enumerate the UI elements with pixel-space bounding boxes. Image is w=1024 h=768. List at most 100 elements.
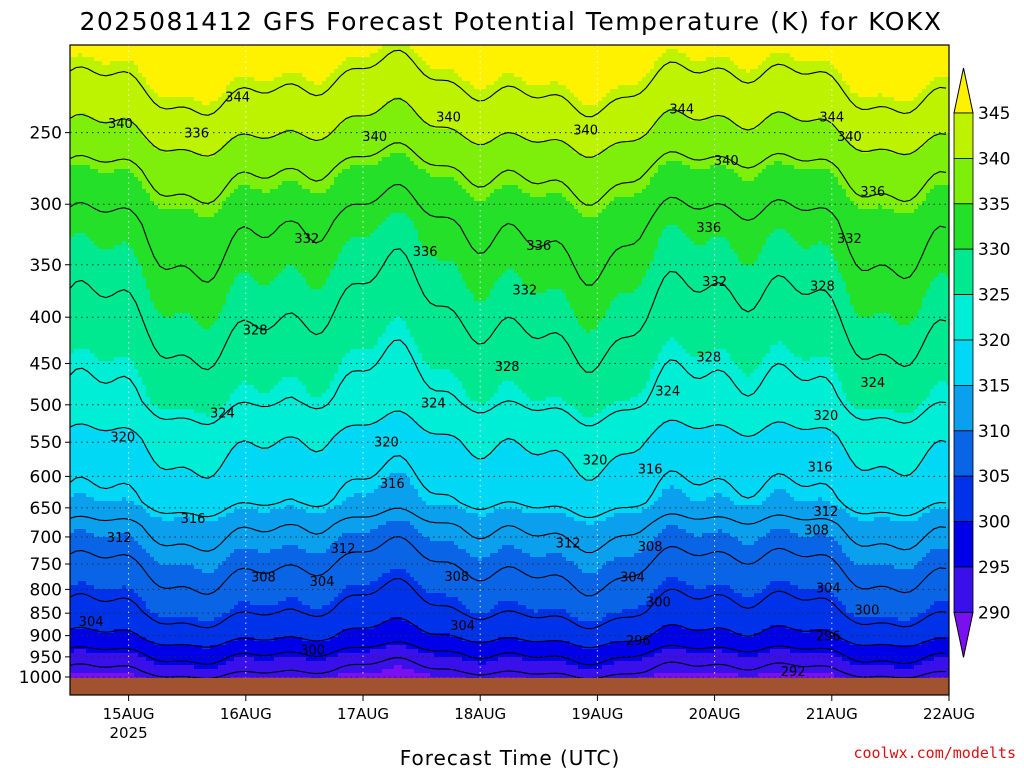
x-axis-label: Forecast Time (UTC) (400, 746, 621, 768)
contour-label: 312 (331, 542, 356, 557)
contour-label: 316 (808, 460, 833, 475)
isentrope-line (70, 248, 947, 373)
colorbar-label: 325 (978, 286, 1010, 306)
isentrope-line (70, 455, 947, 518)
contour-label: 332 (294, 232, 319, 247)
colorbar-label: 335 (978, 195, 1010, 215)
contour-label: 300 (646, 595, 671, 610)
contour-label: 336 (413, 245, 438, 260)
contour-label: 344 (225, 90, 250, 105)
contour-label: 320 (814, 409, 839, 424)
contour-label: 316 (638, 462, 663, 477)
colorbar-label: 340 (978, 149, 1010, 169)
credit-link[interactable]: coolwx.com/modelts (853, 744, 1016, 762)
isentrope-contours (70, 49, 947, 680)
colorbar: 345 340 335 330 325 320 315 310 305 300 295 290 (953, 67, 1010, 658)
y-tick-label: 700 (30, 528, 62, 548)
contour-label: 332 (512, 284, 537, 299)
y-tick-label: 950 (30, 648, 62, 668)
isentrope-line (70, 410, 947, 481)
isentrope-line (70, 339, 947, 427)
contour-label: 340 (837, 130, 862, 145)
contour-label: 324 (210, 407, 235, 422)
x-tick-label: 22AUG (923, 705, 975, 723)
colorbar-label: 315 (978, 376, 1010, 396)
y-tick-label: 600 (30, 467, 62, 487)
colorbar-label: 300 (978, 513, 1010, 533)
colorbar-swatch (953, 521, 974, 568)
colorbar-swatch (953, 430, 974, 477)
colorbar-label: 345 (978, 104, 1010, 124)
colorbar-swatch (953, 294, 974, 341)
colorbar-swatch (953, 339, 974, 386)
colorbar-label: 295 (978, 558, 1010, 578)
colorbar-swatch (953, 248, 974, 295)
contour-label: 304 (816, 581, 841, 596)
contour-label: 340 (436, 111, 461, 126)
colorbar-swatch (953, 203, 974, 250)
colorbar-top-arrow (953, 67, 974, 114)
contour-label-group: 344 344 344 340 340 340 340 340 340 336 336 336 336 3… (79, 90, 886, 680)
x-tick-label: 21AUG (806, 705, 858, 723)
contour-label: 336 (696, 221, 721, 236)
contour-label: 336 (526, 239, 551, 254)
contour-label: 324 (421, 396, 446, 411)
theta-color-field (70, 45, 949, 680)
ground-strip (70, 678, 949, 695)
colorbar-swatch (953, 566, 974, 613)
pressure-axis: 250 300 350 400 450 500 550 600 650 700 750 800 850 9… (19, 124, 70, 688)
contour-label: 328 (243, 324, 268, 339)
isentrope-line (70, 641, 947, 666)
contour-label: 340 (714, 154, 739, 169)
colorbar-label: 330 (978, 240, 1010, 260)
contour-label: 336 (184, 127, 209, 142)
contour-label: 344 (819, 111, 844, 126)
contour-label: 300 (855, 603, 880, 618)
y-tick-label: 900 (30, 627, 62, 647)
y-tick-label: 350 (30, 256, 62, 276)
contour-label: 316 (380, 477, 405, 492)
contour-label: 304 (79, 615, 104, 630)
y-tick-label: 650 (30, 499, 62, 519)
y-tick-label: 850 (30, 604, 62, 624)
y-tick-label: 550 (30, 433, 62, 453)
contour-label: 312 (556, 537, 581, 552)
contour-label: 296 (816, 630, 841, 645)
isentrope-line (70, 98, 947, 158)
isentrope-line (70, 183, 947, 286)
contour-label: 308 (251, 570, 276, 585)
isentrope-line (70, 142, 947, 206)
contour-label: 336 (860, 185, 885, 200)
contour-label: 300 (300, 643, 325, 658)
colorbar-swatch (953, 475, 974, 523)
y-tick-label: 450 (30, 354, 62, 374)
contour-label: 304 (620, 570, 645, 585)
contour-label: 308 (444, 570, 469, 585)
contour-label: 328 (495, 360, 520, 375)
y-tick-label: 400 (30, 308, 62, 328)
y-tick-label: 1000 (19, 668, 62, 688)
contour-label: 324 (860, 376, 885, 391)
contour-label: 328 (696, 350, 721, 365)
contour-label: 292 (781, 665, 806, 680)
contour-label: 304 (450, 619, 475, 634)
x-tick-label: 17AUG (337, 705, 389, 723)
colorbar-label: 305 (978, 467, 1010, 487)
isentrope-line (70, 617, 947, 649)
x-tick-label: 20AUG (689, 705, 741, 723)
contour-label: 320 (583, 454, 608, 469)
colorbar-label: 290 (978, 603, 1010, 623)
isentrope-line (70, 536, 947, 597)
isentrope-line (70, 507, 947, 554)
x-tick-year: 2025 (110, 724, 148, 742)
contour-label: 312 (814, 505, 839, 520)
colorbar-swatch (953, 112, 974, 159)
colorbar-label: 310 (978, 422, 1010, 442)
contour-label: 312 (107, 531, 132, 546)
contour-label: 340 (108, 117, 133, 132)
colorbar-swatch (953, 384, 974, 432)
colorbar-swatch (953, 157, 974, 205)
colorbar-label: 320 (978, 331, 1010, 351)
y-tick-label: 750 (30, 555, 62, 575)
x-tick-label: 15AUG (103, 705, 155, 723)
